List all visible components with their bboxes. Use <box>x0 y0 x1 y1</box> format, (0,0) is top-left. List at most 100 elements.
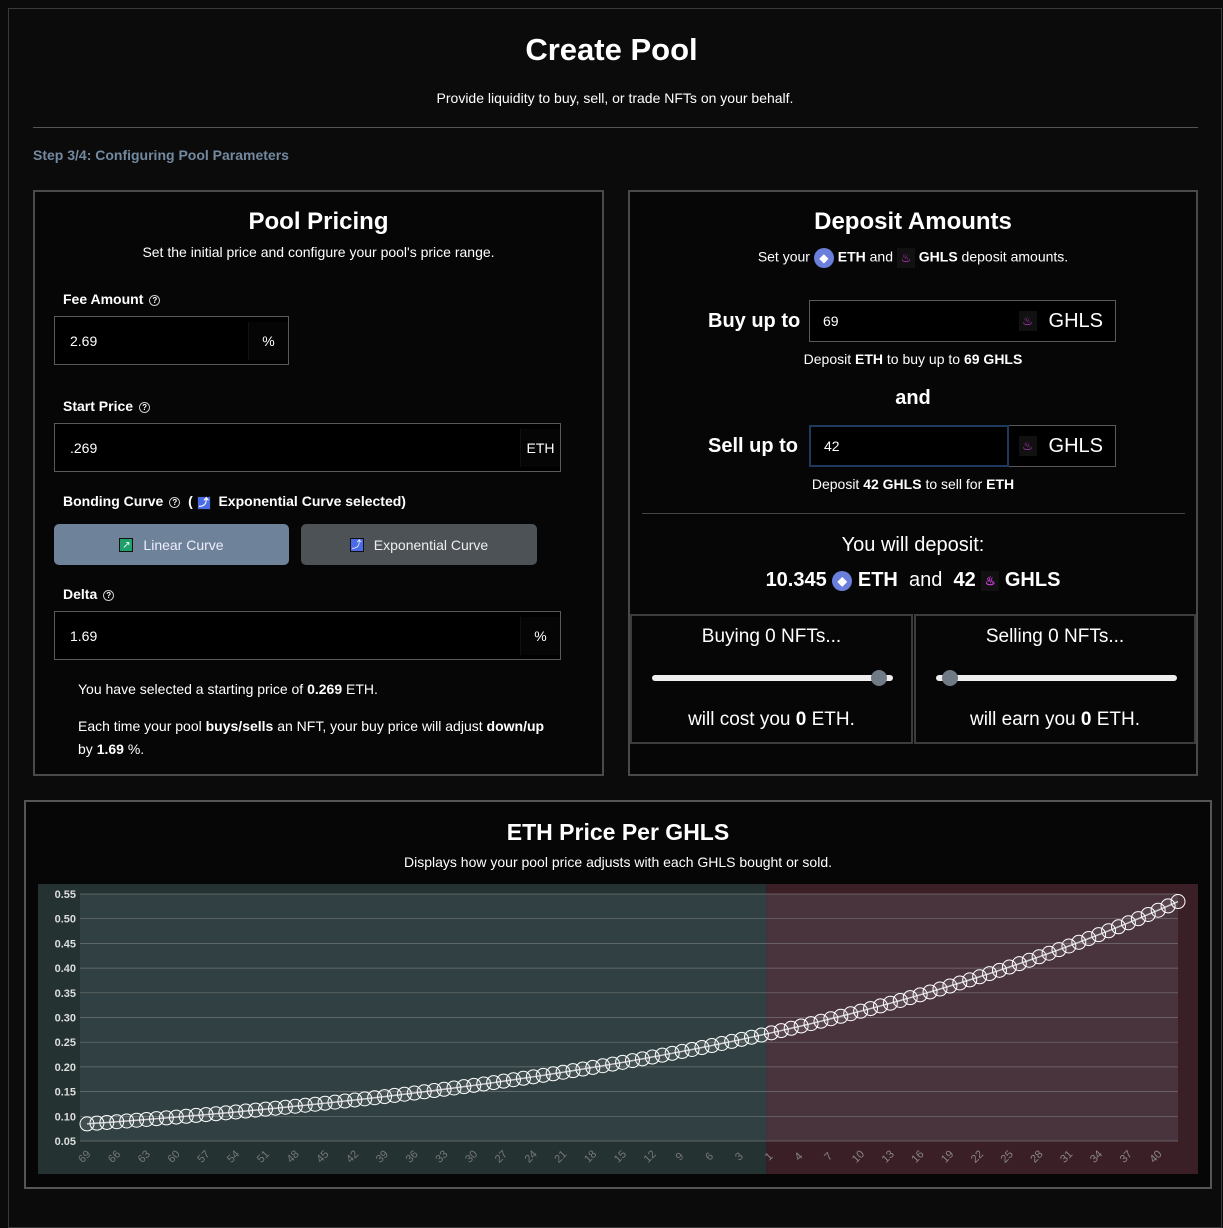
selling-title: Selling 0 NFTs... <box>985 626 1125 647</box>
exponential-curve-button[interactable]: ⤴ Exponential Curve <box>301 524 537 565</box>
sell-point <box>813 1013 829 1029</box>
sell-point <box>991 962 1007 978</box>
sell-point <box>932 981 948 997</box>
sell-point <box>1150 902 1166 918</box>
y-tick-label: 0.45 <box>55 938 76 950</box>
sell-point <box>833 1008 849 1024</box>
sell-point <box>1101 923 1117 939</box>
fee-amount-label: Fee Amount? <box>63 291 161 307</box>
sell-point <box>1170 894 1186 910</box>
buy-slider[interactable] <box>652 670 893 686</box>
buy-slider-thumb[interactable] <box>870 670 887 686</box>
step-indicator: Step 3/4: Configuring Pool Parameters <box>33 147 289 163</box>
deposit-amounts-panel: Deposit Amounts Set your ◆ ETH and ♨ GHL… <box>628 190 1198 776</box>
buy-amount-input[interactable]: 69 ♨ GHLS <box>809 300 1116 342</box>
y-tick-label: 0.30 <box>55 1013 76 1025</box>
eth-icon: ◆ <box>813 248 834 268</box>
sell-point <box>823 1011 839 1027</box>
sell-point <box>1120 915 1136 931</box>
y-tick-label: 0.15 <box>55 1087 76 1099</box>
page-subtitle: Provide liquidity to buy, sell, or trade… <box>436 90 794 106</box>
sell-point <box>912 987 928 1003</box>
fee-amount-input[interactable]: 2.69% <box>54 316 289 365</box>
ghls-icon: ♨ <box>896 248 915 268</box>
selling-box: Selling 0 NFTs... will earn you 0 ETH. <box>914 614 1196 744</box>
sell-point <box>1021 952 1037 968</box>
y-tick-label: 0.50 <box>55 914 76 926</box>
y-tick-label: 0.10 <box>55 1111 76 1123</box>
sell-point <box>1091 927 1107 943</box>
help-icon[interactable]: ? <box>149 295 161 306</box>
deposit-subtitle: Set your ◆ ETH and ♨ GHLS deposit amount… <box>630 248 1196 268</box>
sell-note: Deposit 42 GHLS to sell for ETH <box>811 476 1015 492</box>
sell-earnings: will earn you 0 ETH. <box>969 709 1141 730</box>
delta-value[interactable]: 1.69 <box>70 627 98 644</box>
sell-slider-thumb[interactable] <box>942 670 959 686</box>
start-price-unit: ETH <box>520 428 560 467</box>
total-deposit-values: 10.345 ◆ ETH and 42 ♨ GHLS <box>765 569 1061 591</box>
sell-point <box>1140 906 1156 922</box>
sell-point <box>1081 931 1097 947</box>
pool-pricing-panel: Pool Pricing Set the initial price and c… <box>33 190 604 776</box>
sell-point <box>972 969 988 985</box>
fee-value[interactable]: 2.69 <box>70 332 98 349</box>
y-tick-label: 0.25 <box>55 1037 76 1049</box>
fee-unit: % <box>248 321 288 360</box>
token-label: GHLS <box>1048 434 1103 457</box>
sell-point <box>1110 919 1126 935</box>
buy-note: Deposit ETH to buy up to 69 GHLS <box>803 351 1023 367</box>
buy-up-to-label: Buy up to <box>708 310 801 332</box>
sell-point <box>853 1003 869 1019</box>
delta-input[interactable]: 1.69% <box>54 611 561 660</box>
sell-point <box>882 995 898 1011</box>
delta-label: Delta? <box>63 586 115 602</box>
start-price-label: Start Price? <box>63 398 151 414</box>
sell-point <box>1011 956 1027 972</box>
linear-curve-icon: ↗ <box>119 537 134 552</box>
help-icon[interactable]: ? <box>139 402 151 413</box>
delta-summary: Each time your pool buys/sells an NFT, y… <box>78 718 545 757</box>
sell-point <box>892 992 908 1008</box>
buying-title: Buying 0 NFTs... <box>701 626 842 647</box>
buy-cost: will cost you 0 ETH. <box>688 709 855 730</box>
help-icon[interactable]: ? <box>103 590 115 601</box>
sell-point <box>1041 945 1057 961</box>
sell-point <box>1001 959 1017 975</box>
start-price-value[interactable]: .269 <box>70 439 98 456</box>
sell-point <box>1130 911 1146 927</box>
starting-price-summary: You have selected a starting price of 0.… <box>78 681 378 697</box>
chart-title: ETH Price Per GHLS <box>506 819 730 845</box>
delta-unit: % <box>520 616 560 655</box>
help-icon[interactable]: ? <box>169 497 181 508</box>
sell-point <box>872 998 888 1014</box>
sell-up-to-label: Sell up to <box>708 435 798 457</box>
sell-point <box>1071 934 1087 950</box>
buy-amount-value[interactable]: 69 <box>823 313 839 329</box>
y-tick-label: 0.20 <box>55 1062 76 1074</box>
chart-subtitle: Displays how your pool price adjusts wit… <box>404 854 832 870</box>
start-price-input[interactable]: .269 ETH <box>54 423 561 472</box>
sell-amount-value[interactable]: 42 <box>809 425 1009 467</box>
ghls-icon: ♨ <box>981 570 1000 591</box>
sell-point <box>922 984 938 1000</box>
sell-point <box>1051 942 1067 958</box>
y-tick-label: 0.35 <box>55 988 76 1000</box>
sell-slider[interactable] <box>936 670 1177 686</box>
divider <box>33 127 1198 128</box>
sell-point <box>1160 898 1176 914</box>
buying-box: Buying 0 NFTs... will cost you 0 ETH. <box>630 614 913 744</box>
and-label: and <box>895 387 931 409</box>
page-title: Create Pool <box>525 32 698 67</box>
eth-icon: ◆ <box>832 570 853 591</box>
total-deposit-label: You will deposit: <box>841 534 985 556</box>
price-chart: 0.55 0.50 0.45 0.40 0.35 0.30 0.25 0.20 0.15 0.10… <box>38 884 1198 1174</box>
linear-curve-button[interactable]: ↗ Linear Curve <box>54 524 289 565</box>
sell-point <box>962 972 978 988</box>
ghls-icon: ♨ <box>1018 311 1037 331</box>
sell-amount-input[interactable]: 42 ♨ GHLS <box>809 425 1116 467</box>
sell-point <box>863 1001 879 1017</box>
bonding-curve-label: Bonding Curve? ( ⤴ Exponential Curve sel… <box>63 493 406 510</box>
sell-point <box>902 990 918 1006</box>
sell-point <box>952 975 968 991</box>
pool-pricing-subtitle: Set the initial price and configure your… <box>142 244 495 260</box>
